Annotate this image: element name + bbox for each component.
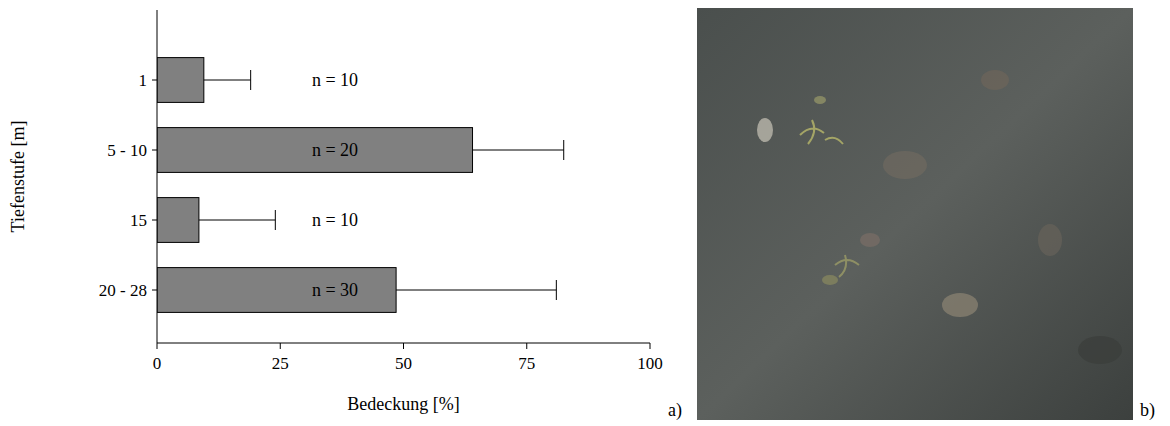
- y-tick-label: 20 - 28: [99, 281, 147, 300]
- x-tick: [403, 343, 404, 349]
- error-bar: [204, 70, 251, 90]
- photo-detail: [1038, 224, 1062, 256]
- x-tick-label: 75: [518, 354, 535, 373]
- error-bar: [473, 140, 564, 160]
- photo-detail: [981, 70, 1009, 90]
- x-tick-label: 25: [272, 354, 289, 373]
- error-cap: [275, 210, 276, 230]
- y-tick-label: 15: [130, 211, 147, 230]
- error-cap: [563, 140, 564, 160]
- photo-detail: [800, 120, 843, 144]
- error-line: [204, 80, 251, 81]
- figure: 0 25 50 75 100 1 5 - 10 15 20 - 28 n = 10 n = 20 n …: [0, 0, 1170, 426]
- photo-detail: [860, 233, 880, 247]
- x-tick: [650, 343, 651, 349]
- y-tick: [152, 80, 157, 81]
- error-bar: [199, 210, 275, 230]
- photo-detail: [942, 293, 978, 317]
- panel-label: b): [1140, 400, 1155, 421]
- photo-detail: [1078, 336, 1122, 364]
- photo-ground: [697, 8, 1133, 420]
- y-tick: [152, 150, 157, 151]
- photo-detail: [757, 118, 773, 142]
- photo-detail: [822, 275, 838, 285]
- bar: [157, 198, 199, 243]
- error-line: [396, 290, 556, 291]
- x-tick: [526, 343, 527, 349]
- y-tick-label: 1: [139, 71, 148, 90]
- photo-detail: [835, 255, 859, 277]
- annotation: n = 20: [312, 140, 358, 160]
- y-tick-label: 5 - 10: [107, 141, 147, 160]
- bar: [157, 128, 473, 173]
- y-tick: [152, 290, 157, 291]
- x-tick: [157, 343, 158, 349]
- error-bar: [396, 280, 556, 300]
- error-line: [473, 150, 564, 151]
- x-tick: [280, 343, 281, 349]
- error-cap: [556, 280, 557, 300]
- photo-detail: [883, 151, 927, 179]
- y-axis-title: Tiefenstufe [m]: [8, 121, 28, 233]
- annotation: n = 10: [312, 210, 358, 230]
- annotation: n = 30: [312, 280, 358, 300]
- bar: [157, 268, 396, 313]
- x-axis-title: Bedeckung [%]: [347, 394, 459, 414]
- x-tick-label: 0: [153, 354, 162, 373]
- x-tick-label: 100: [637, 354, 663, 373]
- bars: [157, 58, 564, 313]
- annotation: n = 10: [312, 70, 358, 90]
- y-axis: [157, 10, 158, 343]
- panel-label: a): [668, 400, 682, 421]
- photo: [697, 8, 1133, 420]
- photo-detail: [814, 96, 826, 104]
- error-line: [199, 220, 275, 221]
- error-cap: [250, 70, 251, 90]
- y-tick: [152, 220, 157, 221]
- bar: [157, 58, 204, 103]
- x-tick-label: 50: [395, 354, 412, 373]
